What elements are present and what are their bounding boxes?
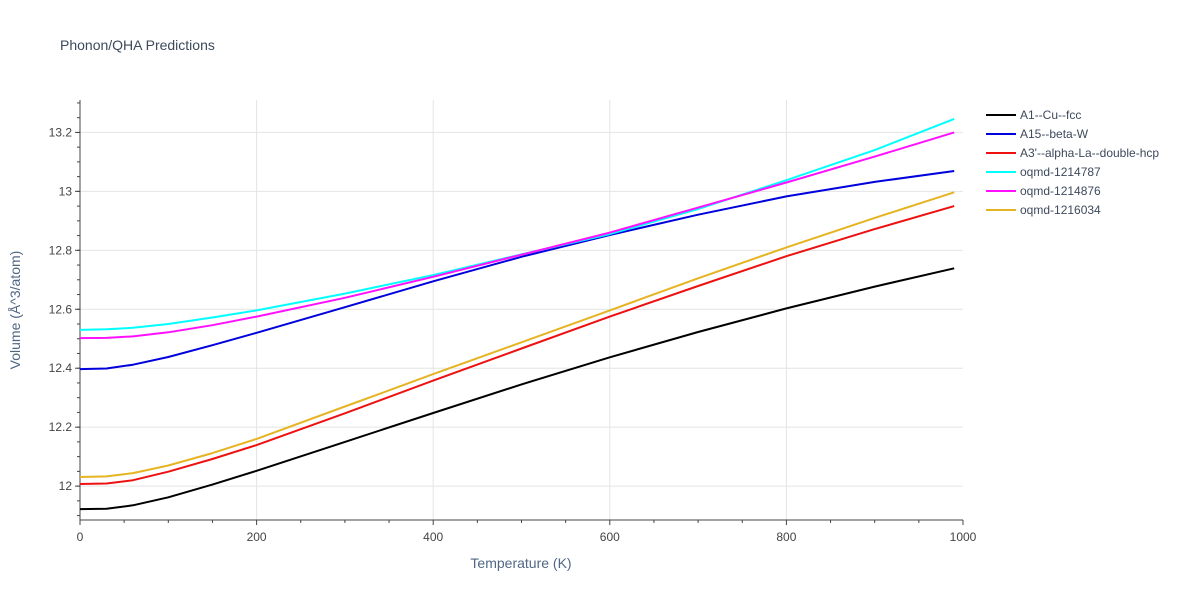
series-line	[79, 267, 955, 511]
x-tick-label: 800	[776, 530, 796, 544]
y-tick-label: 13.2	[49, 125, 73, 139]
series-line	[79, 131, 955, 340]
series-line	[79, 170, 955, 371]
legend-label: oqmd-1214876	[1020, 184, 1101, 198]
legend-label: oqmd-1216034	[1020, 203, 1101, 217]
legend-item[interactable]: oqmd-1216034	[986, 203, 1101, 217]
x-axis-title: Temperature (K)	[470, 555, 571, 571]
series-line	[79, 191, 955, 478]
y-tick-label: 12.8	[49, 243, 73, 257]
axes: 12 12.2 12.4 12.6 12.8 13 13.2 0 200 400 600 800 100…	[49, 100, 977, 544]
x-tick-label: 200	[247, 530, 267, 544]
legend-item[interactable]: A3'--alpha-La--double-hcp	[986, 146, 1159, 160]
series-line	[79, 117, 955, 331]
legend-label: A1--Cu--fcc	[1020, 108, 1081, 122]
x-tick-label: 600	[600, 530, 620, 544]
series-lines	[79, 117, 955, 511]
legend-item[interactable]: A15--beta-W	[986, 127, 1089, 141]
legend-item[interactable]: A1--Cu--fcc	[986, 108, 1081, 122]
legend-label: A3'--alpha-La--double-hcp	[1020, 146, 1159, 160]
x-tick-label: 1000	[950, 530, 977, 544]
legend-label: oqmd-1214787	[1020, 165, 1101, 179]
y-tick-label: 13	[59, 184, 73, 198]
series-line	[79, 205, 955, 485]
y-tick-label: 12.2	[49, 420, 73, 434]
y-axis-title: Volume (Å^3/atom)	[7, 251, 23, 370]
legend-label: A15--beta-W	[1020, 127, 1089, 141]
grid	[80, 100, 963, 520]
legend-item[interactable]: oqmd-1214787	[986, 165, 1101, 179]
legend-item[interactable]: oqmd-1214876	[986, 184, 1101, 198]
y-tick-label: 12.4	[49, 361, 73, 375]
y-tick-label: 12.6	[49, 302, 73, 316]
y-tick-label: 12	[59, 479, 73, 493]
chart-title: Phonon/QHA Predictions	[60, 37, 215, 53]
x-tick-label: 400	[423, 530, 443, 544]
legend[interactable]: A1--Cu--fcc A15--beta-W A3'--alpha-La--dou…	[986, 108, 1159, 217]
x-tick-label: 0	[77, 530, 84, 544]
